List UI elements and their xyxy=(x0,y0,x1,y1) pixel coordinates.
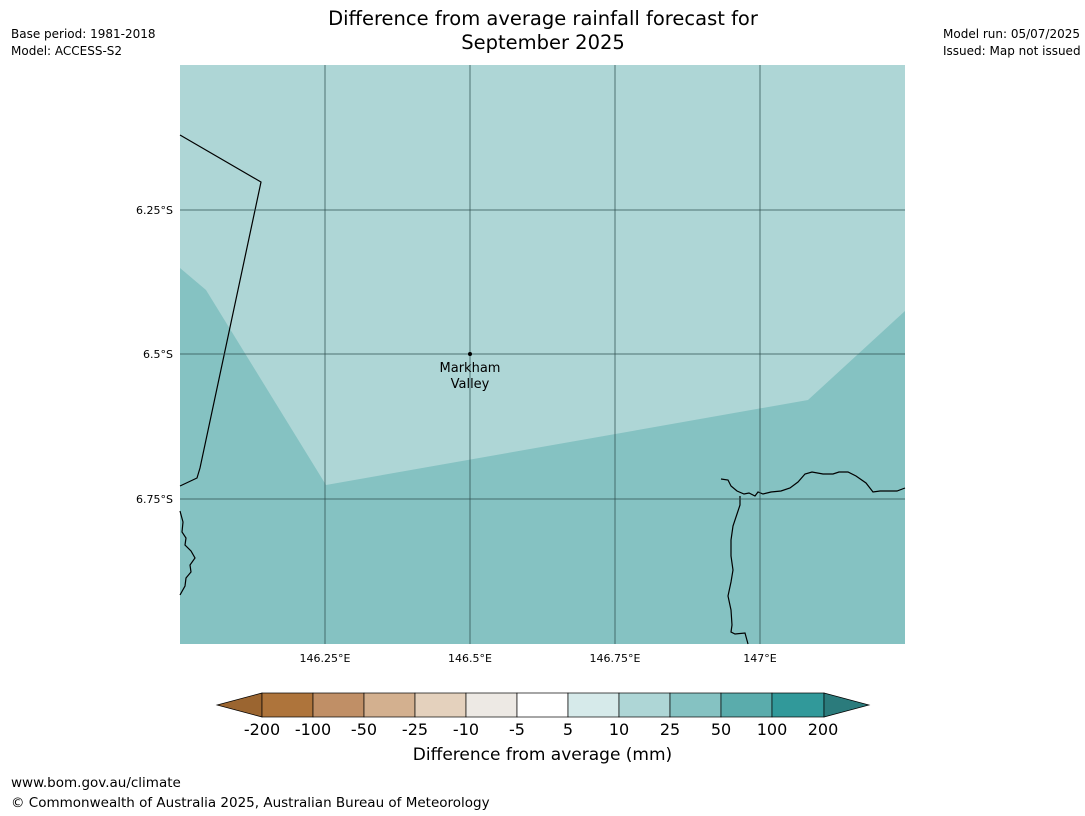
colorbar-tick-label: -100 xyxy=(294,720,332,739)
graticule xyxy=(180,65,905,644)
coastline-east xyxy=(720,471,906,497)
colorbar-tick-label: 5 xyxy=(562,720,574,739)
footer-url: www.bom.gov.au/climate xyxy=(11,775,181,791)
colorbar-extend-high xyxy=(823,692,871,718)
colorbar-segment xyxy=(312,692,365,718)
model-name: Model: ACCESS-S2 xyxy=(11,44,123,58)
colorbar-segment xyxy=(261,692,314,718)
colorbar-segment xyxy=(720,692,773,718)
title-line-1: Difference from average rainfall forecas… xyxy=(328,7,758,30)
model-run: Model run: 05/07/2025 xyxy=(943,27,1081,41)
meta-right: Model run: 05/07/2025 Issued: Map not is… xyxy=(943,26,1081,60)
colorbar-segment xyxy=(669,692,722,718)
colorbar-tick-label: -5 xyxy=(509,720,525,739)
colorbar xyxy=(215,692,871,718)
lon-tick-label: 146.75°E xyxy=(590,652,641,665)
footer-copyright: © Commonwealth of Australia 2025, Austra… xyxy=(11,795,490,811)
lon-tick-label: 146.25°E xyxy=(300,652,351,665)
colorbar-segment xyxy=(567,692,620,718)
place-label-line-1: Markham xyxy=(440,361,501,376)
colorbar-tick-label: -50 xyxy=(350,720,378,739)
meta-left: Base period: 1981-2018 Model: ACCESS-S2 xyxy=(11,26,156,60)
colorbar-tick-label: 10 xyxy=(608,720,630,739)
lat-tick-label: 6.5°S xyxy=(143,348,173,361)
colorbar-tick-label: -25 xyxy=(401,720,429,739)
lat-tick-label: 6.75°S xyxy=(136,493,173,506)
base-period: Base period: 1981-2018 xyxy=(11,27,156,41)
colorbar-label: Difference from average (mm) xyxy=(412,745,673,765)
colorbar-tick-label: -10 xyxy=(452,720,480,739)
colorbar-segment xyxy=(516,692,569,718)
colorbar-segment xyxy=(414,692,467,718)
place-marker-dot xyxy=(468,352,472,356)
lat-tick-label: 6.25°S xyxy=(136,204,173,217)
colorbar-segment xyxy=(771,692,825,718)
colorbar-segment xyxy=(618,692,671,718)
colorbar-tick-label: -200 xyxy=(243,720,281,739)
map-title: Difference from average rainfall forecas… xyxy=(243,7,843,55)
coastline-west xyxy=(179,510,196,596)
colorbar-tick-label: 25 xyxy=(659,720,681,739)
colorbar-extend-low xyxy=(215,692,263,718)
colorbar-segment xyxy=(465,692,518,718)
lon-tick-label: 147°E xyxy=(743,652,776,665)
river-line xyxy=(727,496,749,645)
band-25-50 xyxy=(180,268,905,644)
border-line xyxy=(179,134,262,487)
colorbar-tick-label: 200 xyxy=(807,720,839,739)
colorbar-tick-label: 50 xyxy=(710,720,732,739)
title-line-2: September 2025 xyxy=(461,31,625,54)
colorbar-tick-label: 100 xyxy=(756,720,788,739)
colorbar-segment xyxy=(363,692,416,718)
issued-status: Issued: Map not issued xyxy=(943,44,1081,58)
lon-tick-label: 146.5°E xyxy=(448,652,492,665)
place-label-line-2: Valley xyxy=(451,377,490,392)
